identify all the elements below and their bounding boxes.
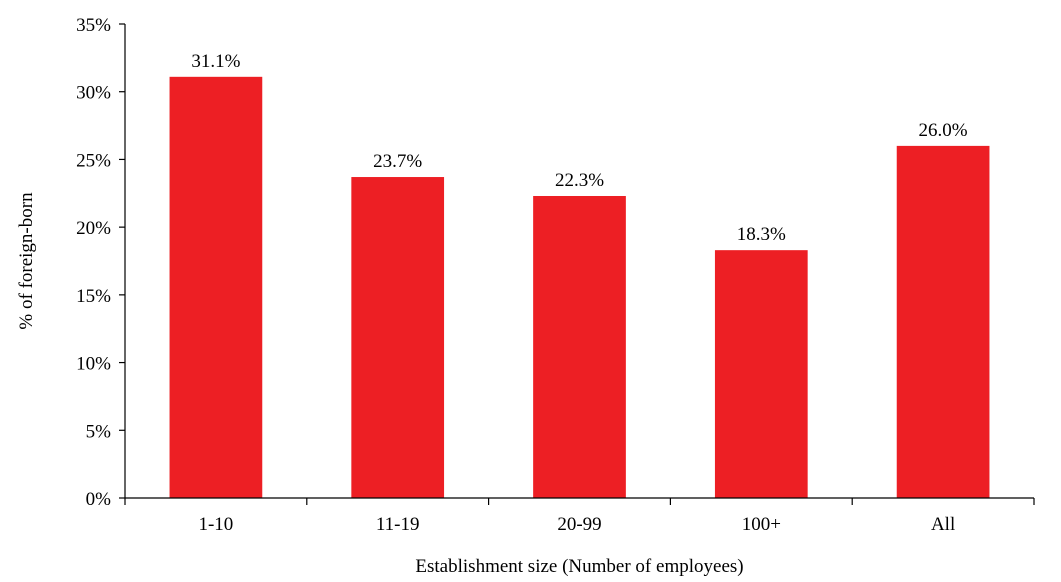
y-tick-label: 10% xyxy=(76,354,111,375)
y-ticks-group: 0% 5% 10% 15% 20% 25% 30% 35% xyxy=(76,15,125,510)
y-axis-title: % of foreign-born xyxy=(16,192,37,330)
y-tick-label: 35% xyxy=(76,15,111,36)
y-tick-label: 15% xyxy=(76,286,111,307)
x-tick-label: All xyxy=(931,514,955,535)
bar-100+ xyxy=(714,250,808,498)
x-tick-label: 20-99 xyxy=(557,514,601,535)
x-ticks-group: 1-10 11-19 20-99 100+ All xyxy=(124,498,1035,535)
bar-All xyxy=(896,145,990,498)
bars-group xyxy=(169,76,990,499)
bar-11-19 xyxy=(351,177,445,498)
data-label: 18.3% xyxy=(737,224,786,245)
y-tick-label: 30% xyxy=(76,83,111,104)
y-tick-label: 0% xyxy=(86,489,112,510)
y-tick-label: 5% xyxy=(86,421,112,442)
data-label: 26.0% xyxy=(919,120,968,141)
y-tick-label: 25% xyxy=(76,150,111,171)
bar-1-10 xyxy=(169,76,263,499)
data-label: 22.3% xyxy=(555,170,604,191)
x-tick-label: 100+ xyxy=(742,514,781,535)
data-labels-group: 31.1% 23.7% 22.3% 18.3% 26.0% xyxy=(191,51,967,245)
y-tick-label: 20% xyxy=(76,218,111,239)
x-tick-label: 11-19 xyxy=(376,514,420,535)
x-tick-label: 1-10 xyxy=(198,514,233,535)
data-label: 31.1% xyxy=(191,51,240,72)
x-axis-title: Establishment size (Number of employees) xyxy=(415,556,743,577)
bar-20-99 xyxy=(533,195,626,498)
data-label: 23.7% xyxy=(373,151,422,172)
